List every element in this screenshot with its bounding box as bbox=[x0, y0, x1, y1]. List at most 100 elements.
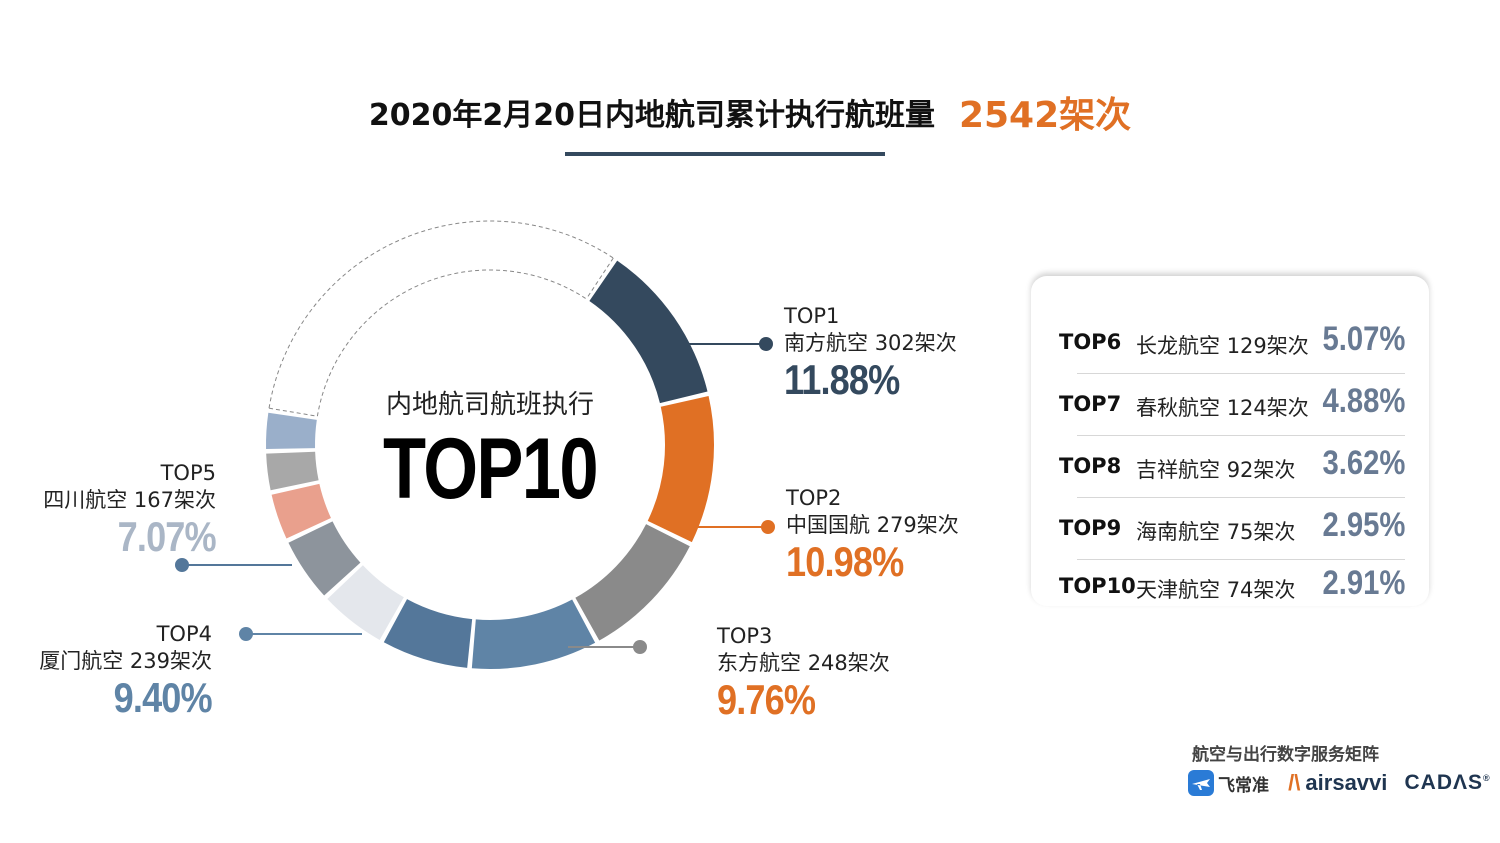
panel-top7-share: 4.88% bbox=[1322, 382, 1405, 420]
label-top2: TOP2 中国国航 279架次 10.98% bbox=[786, 485, 959, 585]
panel-top6-share: 5.07% bbox=[1322, 320, 1405, 358]
panel-row-top8: TOP8 吉祥航空 92架次 3.62% bbox=[1059, 438, 1405, 498]
panel-top7-flights: 124架次 bbox=[1226, 396, 1309, 420]
panel-row-top9: TOP9 海南航空 75架次 2.95% bbox=[1059, 500, 1405, 560]
logo-cadas: CADΛS® bbox=[1404, 771, 1490, 795]
title-main: 2020年2月20日内地航司累计执行航班量 bbox=[368, 98, 935, 133]
panel-top7-rank: TOP7 bbox=[1059, 392, 1122, 416]
airsavvi-mark-icon: /\ bbox=[1288, 770, 1301, 795]
label-top4-flights: 239架次 bbox=[129, 649, 212, 673]
leader-dot-top5 bbox=[175, 558, 189, 572]
label-top4: TOP4 厦门航空 239架次 9.40% bbox=[39, 621, 213, 721]
label-top4-airline: 厦门航空 239架次 bbox=[39, 648, 212, 675]
donut-slice-top6 bbox=[327, 565, 404, 640]
panel-top10-airline: 天津航空 74架次 bbox=[1136, 574, 1295, 604]
panel-row-top7: TOP7 春秋航空 124架次 4.88% bbox=[1059, 376, 1405, 436]
donut-slice-top1 bbox=[589, 260, 708, 404]
label-top2-flights: 279架次 bbox=[876, 513, 959, 537]
label-top5-share: 7.07% bbox=[117, 513, 217, 560]
panel-top8-airline: 吉祥航空 92架次 bbox=[1136, 454, 1295, 484]
panel-top7-airline: 春秋航空 124架次 bbox=[1136, 392, 1309, 422]
title-total: 2542架次 bbox=[958, 95, 1132, 136]
panel-top9-name: 海南航空 bbox=[1136, 520, 1220, 544]
label-top4-rank: TOP4 bbox=[156, 622, 212, 646]
panel-row-top6: TOP6 长龙航空 129架次 5.07% bbox=[1059, 314, 1405, 374]
panel-top6-airline: 长龙航空 129架次 bbox=[1136, 330, 1309, 360]
plane-icon bbox=[1188, 770, 1214, 796]
registered-mark: ® bbox=[1483, 773, 1491, 783]
logo-airsavvi-text: airsavvi bbox=[1305, 770, 1388, 795]
label-top4-name: 厦门航空 bbox=[39, 649, 124, 673]
leader-dot-top3 bbox=[633, 640, 647, 654]
panel-top9-rank: TOP9 bbox=[1059, 516, 1122, 540]
remainder-end-cap-end bbox=[585, 257, 614, 300]
panel-top9-airline: 海南航空 75架次 bbox=[1136, 516, 1295, 546]
donut-slices bbox=[266, 260, 714, 669]
label-top3-name: 东方航空 bbox=[717, 651, 801, 675]
label-top1-airline: 南方航空 302架次 bbox=[784, 330, 957, 357]
leader-dot-top4 bbox=[239, 627, 253, 641]
label-top1-name: 南方航空 bbox=[784, 331, 868, 355]
footer-matrix-text: 航空与出行数字服务矩阵 bbox=[1192, 745, 1379, 765]
label-top3-rank: TOP3 bbox=[717, 624, 773, 648]
leader-dot-top1 bbox=[759, 337, 773, 351]
panel-separator bbox=[1077, 373, 1405, 374]
label-top3-airline: 东方航空 248架次 bbox=[717, 650, 890, 677]
logo-cadas-text: CADΛS bbox=[1404, 771, 1483, 794]
panel-top8-flights: 92架次 bbox=[1226, 458, 1296, 482]
label-top2-airline: 中国国航 279架次 bbox=[786, 512, 959, 539]
label-top5-airline: 四川航空 167架次 bbox=[43, 487, 216, 514]
panel-separator bbox=[1077, 497, 1405, 498]
panel-top7-name: 春秋航空 bbox=[1136, 396, 1220, 420]
panel-top6-rank: TOP6 bbox=[1059, 330, 1122, 354]
label-top3-share: 9.76% bbox=[717, 676, 816, 723]
label-top2-share: 10.98% bbox=[786, 538, 904, 585]
donut-slice-top3 bbox=[575, 524, 690, 641]
remainder-outer-arc bbox=[268, 220, 614, 409]
panel-separator bbox=[1077, 559, 1405, 560]
donut-slice-top4 bbox=[471, 599, 596, 669]
panel-top6-flights: 129架次 bbox=[1226, 334, 1309, 358]
label-top5-rank: TOP5 bbox=[160, 461, 216, 485]
label-top2-name: 中国国航 bbox=[786, 513, 870, 537]
label-top1-rank: TOP1 bbox=[784, 304, 840, 328]
panel-row-top10: TOP10 天津航空 74架次 2.91% bbox=[1059, 558, 1405, 618]
center-top10: TOP10 bbox=[383, 421, 599, 517]
label-top5-name: 四川航空 bbox=[43, 488, 128, 512]
panel-top9-share: 2.95% bbox=[1322, 506, 1405, 544]
panel-top10-rank: TOP10 bbox=[1059, 574, 1136, 598]
label-top3: TOP3 东方航空 248架次 9.76% bbox=[717, 623, 890, 723]
donut-slice-top8 bbox=[271, 483, 331, 539]
panel-top8-rank: TOP8 bbox=[1059, 454, 1122, 478]
panel-top10-flights: 74架次 bbox=[1226, 578, 1296, 602]
label-top1-flights: 302架次 bbox=[874, 331, 957, 355]
center-subtitle: 内地航司航班执行 bbox=[385, 390, 594, 420]
logo-airsavvi: /\ airsavvi bbox=[1288, 770, 1387, 796]
panel-top9-flights: 75架次 bbox=[1226, 520, 1296, 544]
label-top5: TOP5 四川航空 167架次 7.07% bbox=[43, 460, 217, 560]
panel-top8-name: 吉祥航空 bbox=[1136, 458, 1220, 482]
label-top2-rank: TOP2 bbox=[786, 486, 842, 510]
panel-top10-share: 2.91% bbox=[1322, 564, 1405, 602]
donut-slice-top10 bbox=[266, 412, 317, 449]
donut-slice-top9 bbox=[266, 451, 319, 491]
panel-top8-share: 3.62% bbox=[1322, 444, 1405, 482]
logo-feichangzhun-text: 飞常准 bbox=[1218, 775, 1269, 796]
label-top3-flights: 248架次 bbox=[807, 651, 890, 675]
panel-top6-name: 长龙航空 bbox=[1136, 334, 1220, 358]
panel-separator bbox=[1077, 435, 1405, 436]
label-top1-share: 11.88% bbox=[784, 356, 900, 403]
label-top1: TOP1 南方航空 302架次 11.88% bbox=[784, 303, 957, 403]
top6-10-panel: TOP6 长龙航空 129架次 5.07% TOP7 春秋航空 124架次 4.… bbox=[1031, 276, 1429, 606]
donut-slice-top7 bbox=[288, 521, 361, 596]
logo-feichangzhun: 飞常准 bbox=[1188, 770, 1269, 796]
donut-slice-top5 bbox=[383, 599, 473, 668]
label-top4-share: 9.40% bbox=[113, 674, 213, 721]
leader-lines bbox=[175, 337, 775, 654]
remainder-inner-arc bbox=[316, 269, 587, 417]
panel-top10-name: 天津航空 bbox=[1136, 578, 1220, 602]
leader-dot-top2 bbox=[761, 520, 775, 534]
title-underline bbox=[565, 152, 885, 156]
remainder-end-cap-start bbox=[268, 407, 318, 417]
